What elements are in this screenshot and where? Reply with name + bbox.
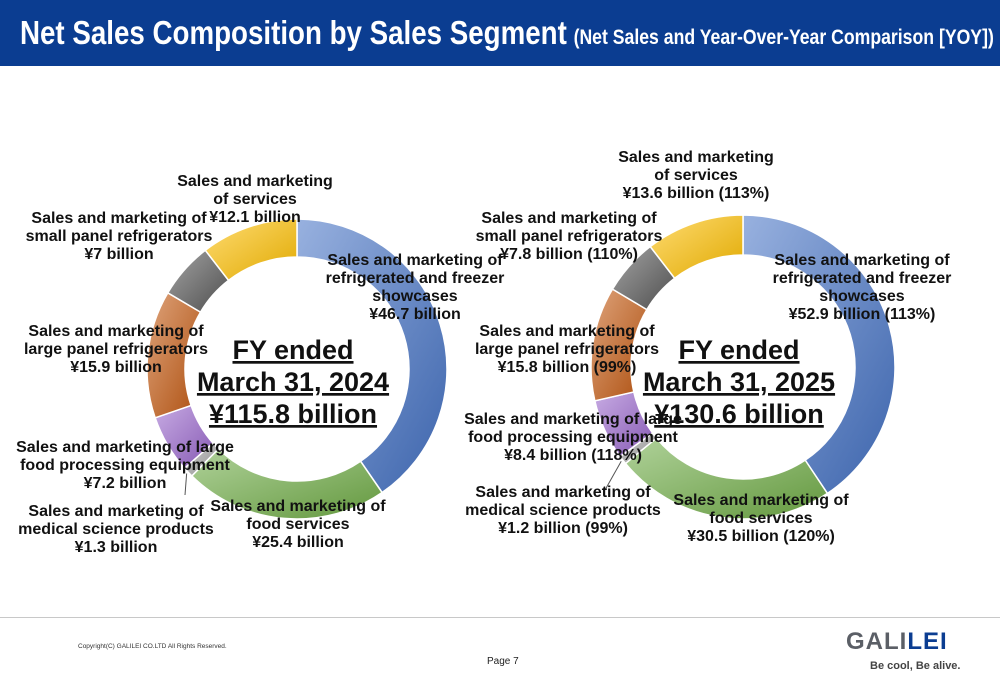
slice-label: Sales and marketing of large food process… [16, 439, 234, 492]
donut-chart-1: Sales and marketing of refrigerated and f… [16, 173, 504, 556]
slice-label: Sales and marketing of services ¥12.1 bill… [177, 173, 333, 226]
slice-label: Sales and marketing of refrigerated and f… [326, 252, 505, 323]
title-subtitle: (Net Sales and Year-Over-Year Comparison… [573, 26, 994, 49]
slice-label: Sales and marketing of large panel refrig… [475, 323, 659, 376]
donut-slice [296, 218, 448, 494]
slice-label: Sales and marketing of small panel refrig… [26, 210, 213, 263]
logo-wordmark: GALILEI [846, 628, 948, 655]
logo-tagline: Be cool, Be alive. [870, 660, 961, 672]
slice-label: Sales and marketing of services ¥13.6 bill… [618, 149, 774, 202]
title-main: Net Sales Composition by Sales Segment [20, 14, 567, 51]
slice-label: Sales and marketing of food services ¥25.4… [210, 498, 386, 551]
donut-slice [649, 214, 744, 280]
company-logo: GALILEI Be cool, Be alive. [846, 630, 964, 674]
center-text: March 31, 2025 [643, 367, 835, 397]
slice-label: Sales and marketing of small panel refrig… [476, 210, 663, 263]
slice-label: Sales and marketing of large food process… [464, 411, 682, 464]
center-text: FY ended [232, 335, 353, 365]
footer-divider [0, 617, 1000, 618]
center-text: FY ended [678, 335, 799, 365]
slice-label: Sales and marketing of medical science pr… [18, 503, 214, 556]
donut-chart-2: Sales and marketing of refrigerated and f… [464, 149, 951, 545]
donut-slice [742, 214, 896, 495]
slice-label: Sales and marketing of food services ¥30.5… [673, 492, 849, 545]
slice-label: Sales and marketing of medical science pr… [465, 484, 661, 537]
page-title: Net Sales Composition by Sales Segment (N… [20, 14, 994, 52]
slice-label: Sales and marketing of large panel refrig… [24, 323, 208, 376]
center-text: March 31, 2024 [197, 367, 389, 397]
center-text: ¥115.8 billion [209, 399, 377, 429]
donut-charts: Sales and marketing of refrigerated and f… [16, 149, 951, 556]
page-number: Page 7 [487, 656, 519, 667]
center-text: ¥130.6 billion [654, 399, 824, 429]
slice-label: Sales and marketing of refrigerated and f… [773, 252, 952, 323]
leader-line [604, 461, 622, 491]
copyright-text: Copyright(C) GALILEI CO.LTD All Rights R… [78, 643, 227, 650]
header-bar: Net Sales Composition by Sales Segment (N… [0, 0, 1000, 66]
donut-slice [204, 218, 298, 282]
leader-line [184, 473, 188, 496]
